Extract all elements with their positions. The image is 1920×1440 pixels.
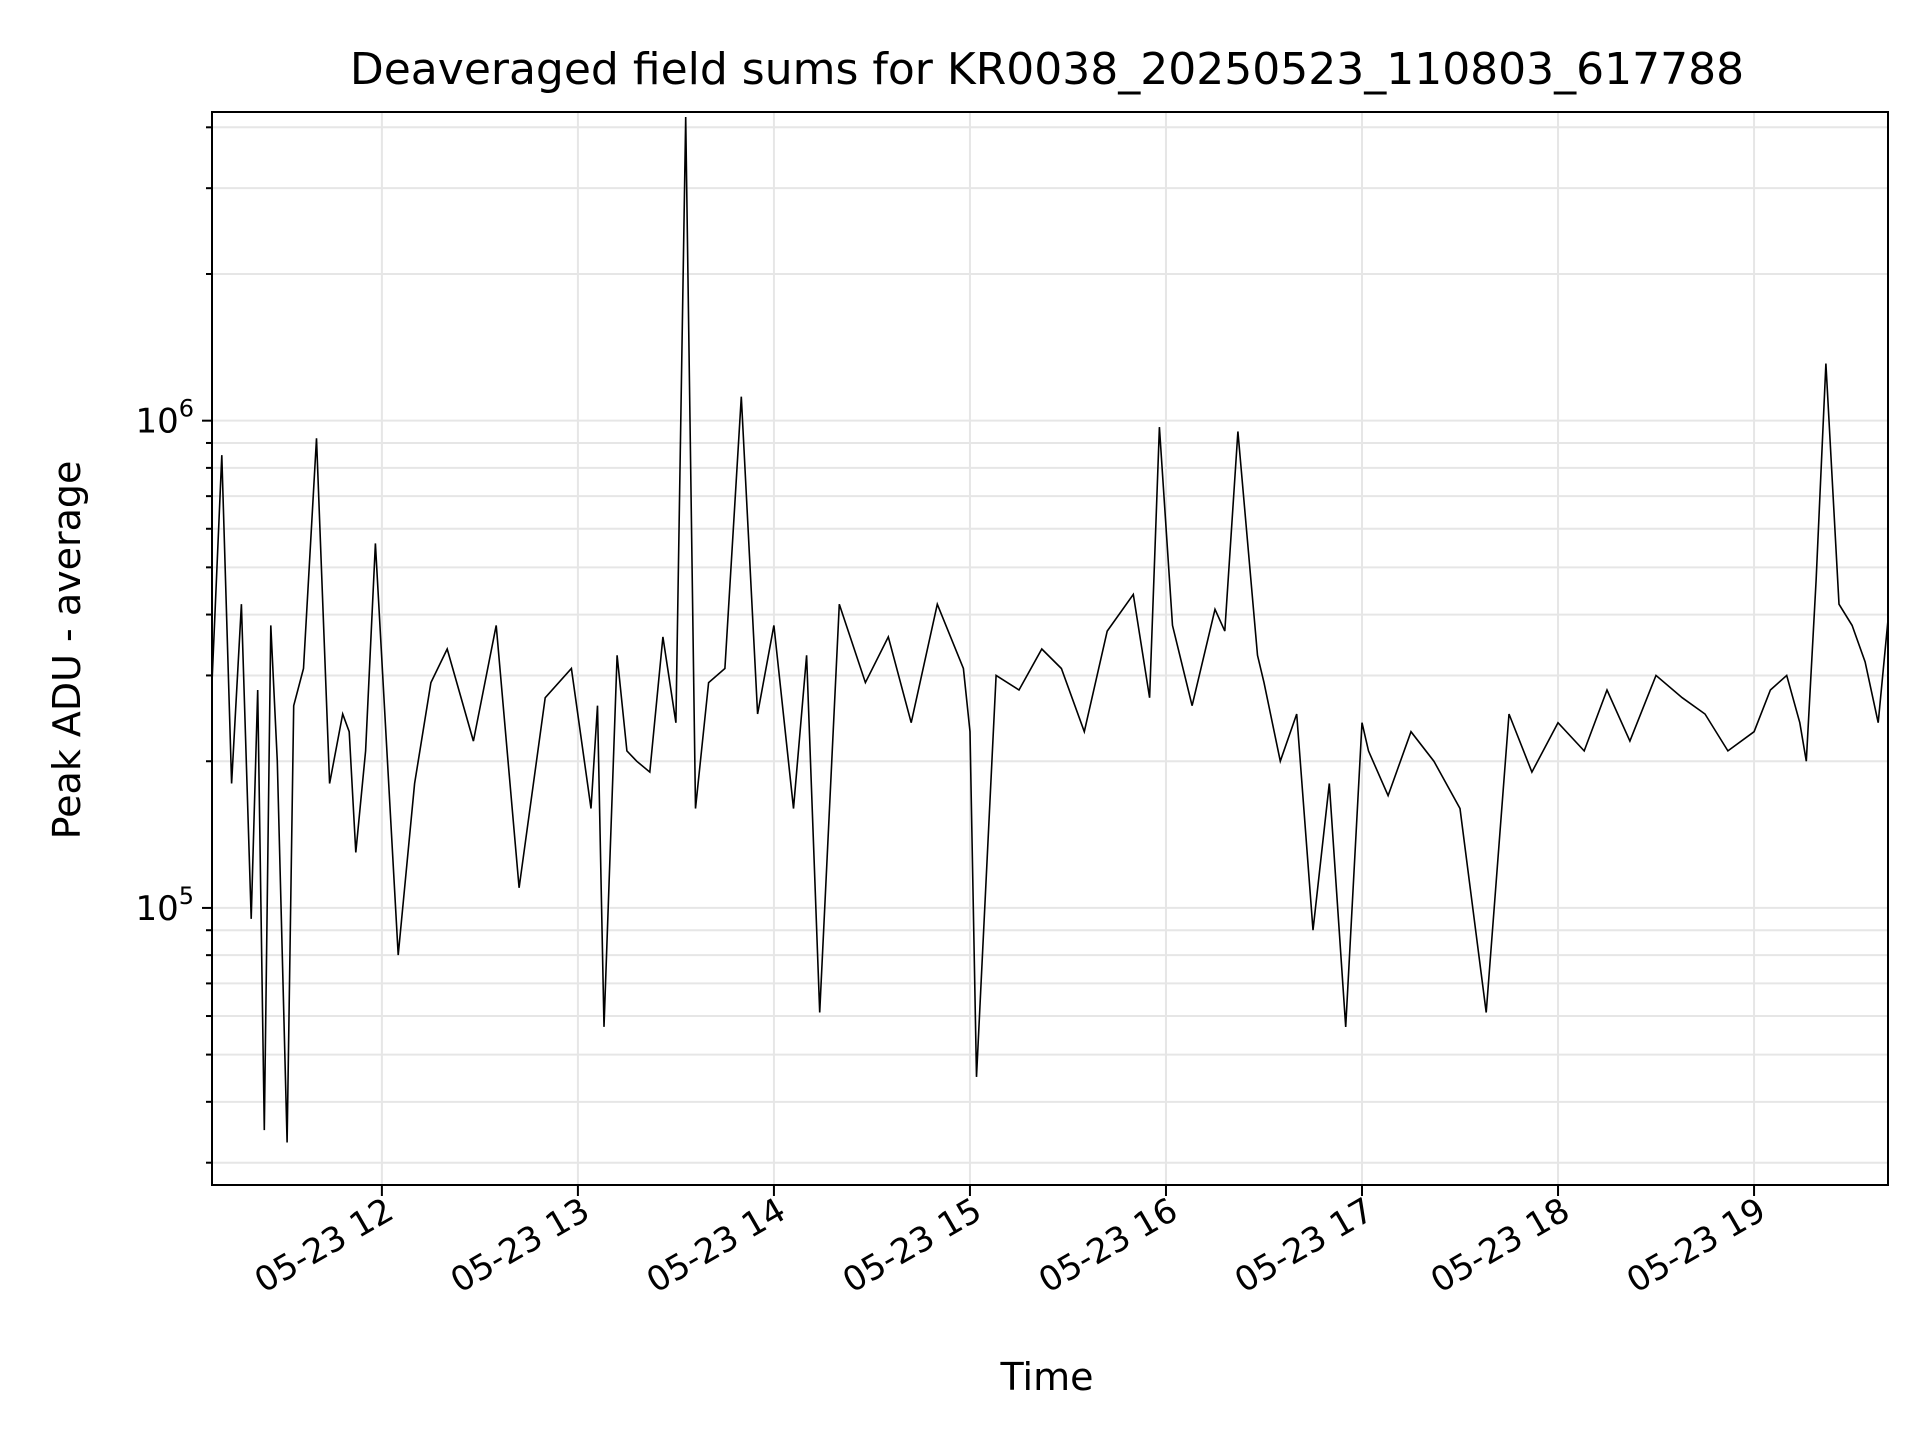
y-axis-label: Peak ADU - average	[45, 461, 89, 840]
y-tick-label: 106	[135, 395, 194, 442]
series-group	[211, 116, 1889, 1143]
chart-title: Deaveraged field sums for KR0038_2025052…	[350, 44, 1744, 95]
plot-frame	[211, 111, 1889, 1186]
grid-lines	[212, 112, 1888, 1185]
series-line-0	[211, 116, 1889, 1143]
y-axis-ticks: 105 106	[135, 126, 212, 1164]
y-tick-label: 105	[135, 882, 194, 929]
x-axis-label: Time	[1000, 1355, 1094, 1399]
